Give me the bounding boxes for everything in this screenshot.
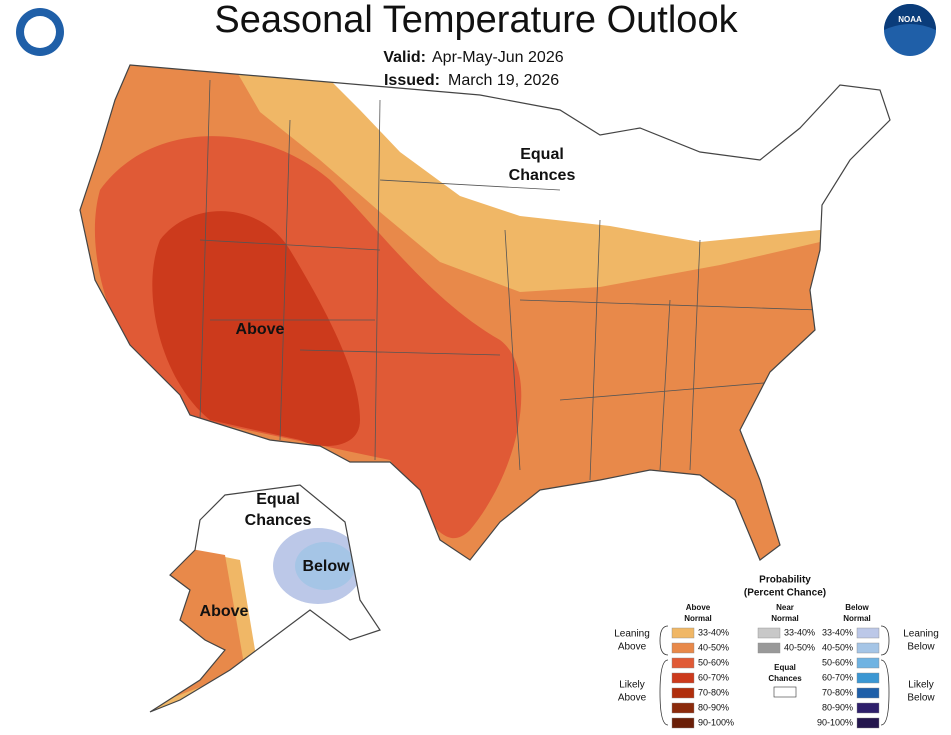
legend-swatch	[671, 657, 695, 669]
legend-equal-chances: Chances	[768, 674, 802, 683]
map-labels: Equal Chances Above Equal Chances Below …	[200, 146, 576, 620]
legend-column-header: Near	[776, 603, 794, 612]
issued-label: Issued:	[384, 72, 440, 89]
legend-brace	[659, 659, 669, 726]
legend-column-header: Above	[686, 603, 711, 612]
legend: Probability (Percent Chance) Above Normal 33…	[614, 575, 939, 729]
legend-column-header: Below	[845, 603, 869, 612]
map-label: Above	[200, 603, 249, 620]
legend-group-label: Below	[907, 693, 935, 704]
legend-brace	[659, 625, 669, 656]
noaa-logo-top	[884, 4, 936, 30]
legend-column-header: Normal	[843, 614, 871, 623]
valid-value: Apr-May-Jun 2026	[432, 49, 564, 66]
legend-swatch	[671, 717, 695, 729]
legend-title: Probability	[759, 575, 811, 586]
legend-group-label: Above	[618, 642, 647, 653]
legend-group-label: Likely	[908, 680, 934, 691]
legend-swatch	[856, 642, 880, 654]
legend-item-label: 40-50%	[822, 642, 853, 652]
legend-group-label: Likely	[619, 680, 645, 691]
legend-item-label: 60-70%	[698, 672, 729, 682]
legend-swatch	[757, 627, 781, 639]
legend-swatch	[671, 687, 695, 699]
issued-value: March 19, 2026	[448, 72, 559, 89]
title: Seasonal Temperature Outlook	[214, 0, 738, 41]
legend-swatch	[856, 657, 880, 669]
legend-item-label: 33-40%	[784, 627, 815, 637]
legend-swatch	[671, 702, 695, 714]
alaska-outline	[149, 484, 381, 713]
map-label: Equal	[520, 146, 564, 163]
legend-swatch	[671, 627, 695, 639]
map-label: Above	[236, 321, 285, 338]
legend-item-label: 80-90%	[822, 702, 853, 712]
legend-item-label: 70-80%	[698, 687, 729, 697]
map-label: Below	[302, 558, 350, 575]
legend-swatch	[671, 672, 695, 684]
map-label: Chances	[509, 167, 576, 184]
ak-region-below-40-50	[295, 542, 355, 590]
legend-item-label: 70-80%	[822, 687, 853, 697]
alaska-map	[150, 485, 380, 712]
legend-group-label: Leaning	[614, 629, 650, 640]
state-borders	[199, 79, 821, 481]
noaa-text: NOAA	[898, 15, 922, 24]
legend-swatch	[856, 702, 880, 714]
legend-column-header: Normal	[684, 614, 712, 623]
legend-swatch	[856, 672, 880, 684]
legend-group-label: Below	[907, 642, 935, 653]
legend-group-label: Above	[618, 693, 647, 704]
legend-item-label: 90-100%	[698, 717, 734, 727]
legend-item-label: 60-70%	[822, 672, 853, 682]
legend-title: (Percent Chance)	[744, 588, 826, 599]
map-label: Chances	[245, 512, 312, 529]
legend-item-label: 50-60%	[698, 657, 729, 667]
valid-label: Valid:	[383, 49, 426, 66]
legend-group-label: Leaning	[903, 629, 939, 640]
legend-item-label: 90-100%	[817, 717, 853, 727]
alaska-base	[150, 485, 380, 712]
map-label: Equal	[256, 491, 300, 508]
legend-item-label: 40-50%	[784, 642, 815, 652]
legend-brace	[880, 625, 890, 656]
doc-seal-inner	[24, 16, 56, 48]
legend-item-label: 33-40%	[822, 627, 853, 637]
legend-swatch	[757, 642, 781, 654]
legend-swatch	[773, 686, 797, 698]
legend-brace	[880, 659, 890, 726]
legend-item-label: 33-40%	[698, 627, 729, 637]
legend-swatch	[856, 687, 880, 699]
us-outline	[79, 64, 891, 561]
legend-swatch	[856, 627, 880, 639]
legend-item-label: 40-50%	[698, 642, 729, 652]
legend-swatch	[671, 642, 695, 654]
us-map	[80, 65, 890, 560]
legend-item-label: 80-90%	[698, 702, 729, 712]
legend-swatch	[856, 717, 880, 729]
legend-column-header: Normal	[771, 614, 799, 623]
legend-item-label: 50-60%	[822, 657, 853, 667]
legend-equal-chances: Equal	[774, 663, 796, 672]
